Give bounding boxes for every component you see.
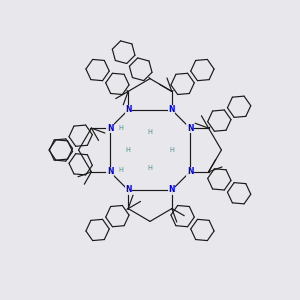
Text: N: N	[187, 124, 193, 133]
Text: H: H	[148, 129, 152, 135]
Text: N: N	[125, 106, 131, 115]
Text: N: N	[107, 167, 113, 176]
Text: H: H	[118, 167, 123, 173]
Text: H: H	[169, 147, 174, 153]
Text: N: N	[169, 185, 175, 194]
Text: H: H	[148, 165, 152, 171]
Text: N: N	[169, 106, 175, 115]
Text: H: H	[126, 147, 130, 153]
Text: H: H	[118, 125, 123, 131]
Text: N: N	[125, 185, 131, 194]
Text: N: N	[107, 124, 113, 133]
Text: N: N	[187, 167, 193, 176]
